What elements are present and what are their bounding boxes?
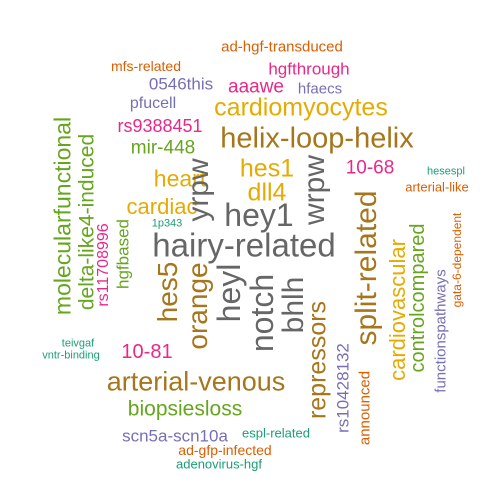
word-gata-6-dependent: gata-6-dependent xyxy=(450,212,464,308)
word-orange: orange xyxy=(182,262,213,350)
word-10-81: 10-81 xyxy=(121,341,173,363)
word-controlcompared: controlcompared xyxy=(407,223,429,373)
word-hesespl: hesespl xyxy=(427,165,465,178)
word-mir-448: mir-448 xyxy=(130,137,196,159)
word-teivgaf: teivgaf xyxy=(61,337,95,350)
word-rs9388451: rs9388451 xyxy=(117,116,203,136)
word-hairy-related: hairy-related xyxy=(152,226,336,264)
word-cardiomyocytes: cardiomyocytes xyxy=(214,93,388,122)
word-wrpw: wrpw xyxy=(298,154,331,226)
word-cardiovascular: cardiovascular xyxy=(385,239,410,381)
word-heart: heart xyxy=(153,165,207,192)
word-0546this: 0546this xyxy=(148,74,214,94)
word-10-68: 10-68 xyxy=(345,157,395,179)
word-scn5a-scn10a: scn5a-scn10a xyxy=(122,426,228,446)
word-arterial-venous: arterial-venous xyxy=(106,366,286,397)
word-vntr-binding: vntr-binding xyxy=(42,349,100,362)
word-hey1: hey1 xyxy=(224,197,294,233)
word-cardiac: cardiac xyxy=(126,194,198,219)
word-hfaecs: hfaecs xyxy=(297,80,343,98)
word-aaawe: aaawe xyxy=(228,76,284,98)
word-hes1: hes1 xyxy=(239,154,295,183)
word-hgfbased: hgfbased xyxy=(113,219,133,289)
word-biopsiesloss: biopsiesloss xyxy=(127,397,243,421)
word-split-related: split-related xyxy=(350,190,383,346)
word-notch: notch xyxy=(244,273,280,353)
word-rs11708996: rs11708996 xyxy=(95,223,112,307)
word-adenovirus-hgf: adenovirus-hgf xyxy=(176,456,262,472)
word-mfs-related: mfs-related xyxy=(110,58,182,74)
word-ad-gfp-infected: ad-gfp-infected xyxy=(178,442,272,458)
word-announced: announced xyxy=(356,370,374,446)
word-heyl: heyl xyxy=(211,263,247,323)
word-pfucell: pfucell xyxy=(129,95,177,112)
word-functionspathways: functionspathways xyxy=(432,269,450,393)
word-helix-loop-helix: helix-loop-helix xyxy=(220,122,414,155)
word-ad-hgf-transduced: ad-hgf-transduced xyxy=(221,38,343,56)
word-repressors: repressors xyxy=(303,300,332,420)
word-hgfthrough: hgfthrough xyxy=(268,59,350,79)
word-molecularfunctional: molecularfunctional xyxy=(49,116,76,316)
word-espl-related: espl-related xyxy=(242,425,310,441)
word-1p343: 1p343 xyxy=(151,217,183,230)
word-hes5: hes5 xyxy=(152,261,183,323)
word-rs10428132: rs10428132 xyxy=(333,343,353,433)
word-arterial-like: arterial-like xyxy=(405,179,469,195)
word-yrpw: yrpw xyxy=(182,158,215,222)
word-dll4: dll4 xyxy=(247,178,287,207)
